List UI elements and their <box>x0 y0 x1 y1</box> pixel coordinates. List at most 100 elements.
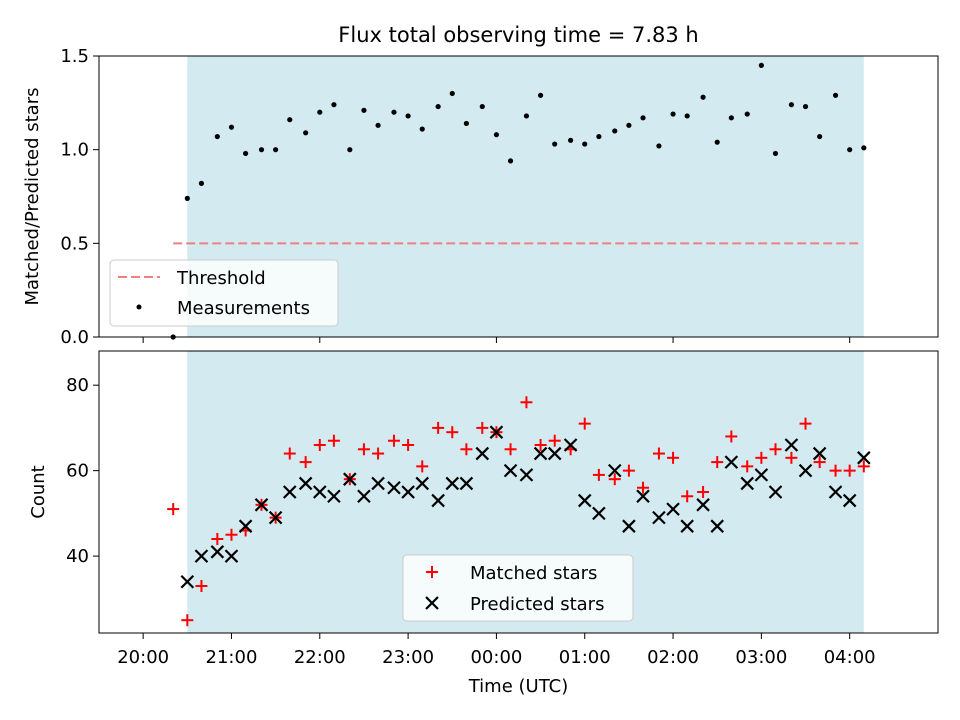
measurement-point <box>802 103 809 110</box>
measurement-point <box>361 107 367 113</box>
measurement-point <box>728 115 734 121</box>
matched-star-point <box>667 451 680 464</box>
measurement-point <box>861 145 867 151</box>
matched-star-point <box>446 426 459 439</box>
predicted-star-point <box>577 493 592 508</box>
matched-star-point <box>211 533 224 545</box>
measurement-point <box>758 62 764 68</box>
predicted-star-point <box>696 498 710 512</box>
measurement-point <box>405 113 411 119</box>
predicted-star-point <box>194 549 209 563</box>
matched-star-point <box>283 447 296 460</box>
measurement-point <box>744 111 750 117</box>
predicted-star-point <box>768 485 783 499</box>
predicted-star-point <box>254 498 269 512</box>
y-tick-label: 1.0 <box>60 140 89 161</box>
predicted-star-point <box>519 468 534 482</box>
x-tick-label: 20:00 <box>117 647 169 668</box>
measurement-point <box>347 147 353 153</box>
predicted-star-point <box>842 493 857 508</box>
y-tick-label: 0.5 <box>60 233 89 254</box>
matched-star-point <box>755 451 768 464</box>
y-tick-label: 80 <box>66 375 89 396</box>
measurement-point <box>640 115 646 121</box>
predicted-star-point <box>607 463 622 478</box>
matched-star-point <box>857 460 870 473</box>
top-x-ticks <box>142 337 851 343</box>
x-tick-label: 01:00 <box>559 647 611 668</box>
predicted-star-point <box>401 485 415 499</box>
matched-star-point <box>622 464 635 477</box>
predicted-star-point <box>327 489 341 504</box>
matched-star-point <box>387 434 400 447</box>
measurement-point <box>198 180 205 186</box>
predicted-star-point <box>680 519 694 533</box>
predicted-star-point <box>313 485 327 499</box>
predicted-star-point <box>489 425 504 439</box>
predicted-star-point <box>857 451 871 465</box>
bottom-legend: Matched stars Predicted stars <box>402 554 634 622</box>
matched-star-point <box>327 434 340 447</box>
measurement-point <box>184 195 190 201</box>
measurement-point <box>714 139 720 145</box>
measurement-point <box>419 126 425 132</box>
y-tick-label: 60 <box>66 461 89 482</box>
matched-star-point <box>843 464 856 477</box>
matched-star-point <box>769 443 782 456</box>
matched-stars-points <box>167 396 870 627</box>
x-axis-label: Time (UTC) <box>468 676 569 697</box>
matched-star-point <box>460 443 473 456</box>
matched-star-point <box>813 456 826 469</box>
matched-star-point <box>799 417 812 430</box>
measurement-point <box>449 90 455 97</box>
matched-star-point <box>534 439 547 451</box>
predicted-star-point <box>666 502 680 516</box>
x-tick-label: 22:00 <box>294 647 346 668</box>
predicted-star-point <box>652 510 666 525</box>
legend-measurements-swatch <box>136 304 142 310</box>
measurement-point <box>832 92 839 98</box>
matched-star-point <box>372 447 385 460</box>
bottom-axes-frame <box>98 350 939 634</box>
matched-star-point <box>225 528 238 541</box>
predicted-star-point <box>798 463 813 478</box>
predicted-star-point <box>592 506 606 521</box>
top-legend: Threshold Measurements <box>109 259 339 327</box>
predicted-star-point <box>238 519 253 533</box>
measurement-point <box>700 94 706 100</box>
predicted-star-point <box>547 446 562 461</box>
bottom-x-ticks: 20:00 21:00 22:00 23:00 00:00 01:00 02:00 03:00… <box>117 633 876 668</box>
matched-star-point <box>652 447 665 460</box>
measurement-point <box>258 147 265 153</box>
matched-star-point <box>741 460 754 473</box>
x-tick-label: 23:00 <box>382 647 434 668</box>
measurement-point <box>287 117 293 123</box>
predicted-star-point <box>180 574 195 589</box>
matched-star-point <box>476 421 489 434</box>
predicted-star-point <box>740 476 755 491</box>
matched-star-point <box>357 443 370 456</box>
x-tick-label: 02:00 <box>647 647 699 668</box>
measurement-point <box>612 128 618 134</box>
matched-star-point <box>402 439 415 451</box>
matched-star-point <box>167 503 180 516</box>
measurement-point <box>479 103 485 110</box>
legend-threshold-label: Threshold <box>176 268 266 289</box>
predicted-star-point <box>282 485 297 499</box>
predicted-star-point <box>371 476 385 491</box>
matched-star-point <box>416 460 429 473</box>
predicted-star-point <box>812 446 827 461</box>
matched-star-point <box>299 456 312 469</box>
matched-star-point <box>432 421 445 434</box>
predicted-star-point <box>445 476 460 491</box>
measurement-point <box>303 130 309 136</box>
predicted-star-point <box>828 485 843 499</box>
matched-star-point <box>592 468 605 481</box>
measurement-point <box>391 109 397 115</box>
x-tick-label: 04:00 <box>824 647 876 668</box>
predicted-star-point <box>210 545 225 559</box>
predicted-star-point <box>268 510 283 525</box>
predicted-star-point <box>357 489 371 504</box>
legend-measurements-label: Measurements <box>177 298 310 319</box>
